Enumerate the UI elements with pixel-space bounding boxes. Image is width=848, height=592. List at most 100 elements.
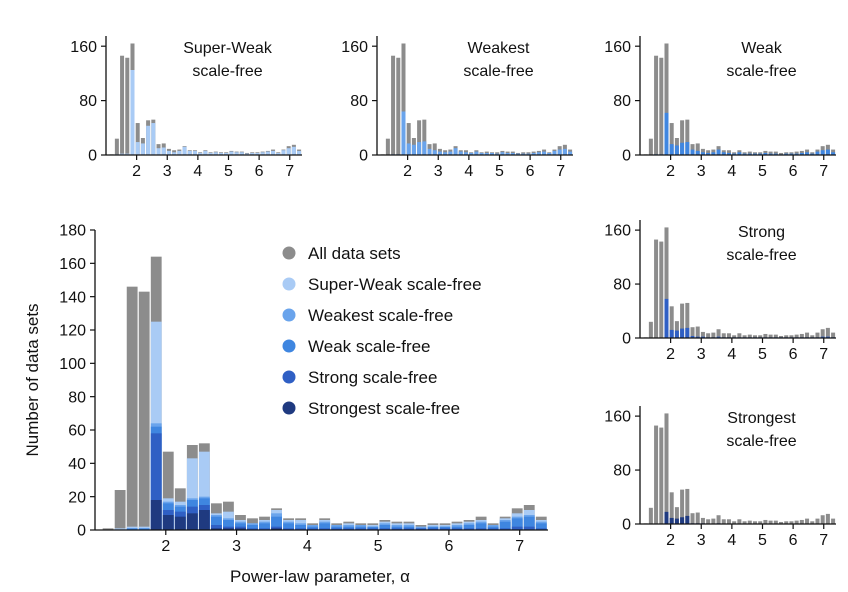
panel-super_weak-y-tick-label: 160 — [70, 39, 97, 56]
panel-weakest-bar-weakest — [443, 152, 448, 155]
main-bar-weak — [259, 523, 270, 530]
panel-strong-bar-strong — [664, 298, 669, 338]
main-bar-strong — [391, 528, 403, 530]
panel-strongest-bar-strongest — [685, 515, 690, 524]
panel-weak-bar-all — [664, 43, 669, 156]
panel-strong-bar-all — [685, 302, 690, 338]
panel-weakest-bar-all — [432, 143, 437, 155]
legend-marker-strongest — [282, 401, 296, 415]
panel-strongest-bar-all — [654, 425, 659, 524]
panel-strong-bar-all — [789, 335, 794, 338]
main-bar-strong — [427, 528, 439, 530]
panel-super_weak-x-tick-label: 7 — [285, 163, 294, 180]
main-bar-strong — [499, 528, 511, 530]
panel-strongest-bar-all — [779, 521, 784, 524]
panel-strong-x-tick-label: 3 — [697, 346, 706, 363]
main-bar-strong — [511, 526, 523, 530]
main-bar-all — [126, 286, 138, 530]
panel-weak-x-tick-label: 5 — [758, 163, 767, 180]
main-bar-strongest — [271, 528, 282, 530]
panel-weakest-bar-weakest — [484, 152, 489, 155]
panel-super_weak-bar-super_weak — [271, 150, 276, 155]
panel-strong-bar-all — [763, 333, 768, 338]
main-x-tick-label: 2 — [161, 538, 170, 555]
panel-strongest-bar-all — [825, 513, 830, 524]
panel-strong-bar-strong — [685, 327, 690, 338]
main-x-tick-label: 5 — [374, 538, 383, 555]
panel-super_weak-x-tick-label: 2 — [132, 163, 141, 180]
panel-weakest-bar-weakest — [552, 150, 557, 155]
panel-super_weak-bar-super_weak — [203, 150, 208, 155]
main-bar-strongest — [235, 528, 246, 530]
panel-weak-bar-all — [669, 123, 674, 155]
main-bar-super_weak — [114, 528, 126, 530]
legend-marker-weakest — [282, 308, 296, 322]
panel-super_weak-bar-super_weak — [177, 150, 182, 155]
panel-strongest-x-tick-label: 5 — [758, 532, 767, 549]
panel-strong-bar-strong — [700, 336, 705, 338]
main-bar-weak — [379, 525, 391, 530]
panel-strongest-bar-all — [742, 521, 747, 524]
panel-weak: 0 80 160 2 3 4 5 6 7 Weak scale-free — [604, 36, 836, 180]
panel-super_weak-bar-super_weak — [239, 152, 244, 155]
main-bar-strong — [210, 525, 222, 530]
panel-super_weak-bar-super_weak — [234, 152, 239, 155]
panel-title: Super-Weak — [183, 40, 273, 57]
panel-strongest-bar-all — [752, 521, 757, 524]
panel-strongest-bar-all — [706, 519, 711, 524]
panel-super_weak-bar-super_weak — [120, 153, 125, 155]
panel-super_weak-bar-super_weak — [297, 150, 302, 155]
panel-strongest-bar-all — [659, 427, 664, 524]
panel-strong-bar-all — [726, 333, 731, 338]
main-bar-all — [138, 291, 150, 530]
panel-weakest-bar-all — [401, 43, 406, 156]
panel-super_weak-bar-super_weak — [291, 146, 296, 155]
panel-strongest-y-tick-label: 160 — [604, 409, 631, 426]
panel-weak-bar-weak — [726, 152, 731, 155]
panel-weak-bar-all — [799, 150, 804, 155]
main-bar-weak — [247, 525, 258, 530]
panel-super_weak-bar-super_weak — [156, 148, 161, 155]
panel-strong-bar-all — [784, 335, 789, 338]
panel-super_weak-bar-super_weak — [146, 125, 151, 155]
main-y-tick-label: 80 — [68, 389, 86, 406]
main-bar-all — [162, 451, 174, 530]
panel-strong-bar-all — [648, 321, 653, 338]
panel-strong-bar-all — [799, 333, 804, 338]
panel-weak-bar-weak — [737, 152, 742, 155]
panel-strongest-bar-all — [805, 518, 810, 524]
panel-weakest-bar-weakest — [406, 143, 411, 155]
panel-weakest-bar-weakest — [516, 153, 521, 155]
panel-strong-y-tick-label: 80 — [613, 277, 631, 294]
panel-strong-bar-all — [810, 335, 815, 338]
panel-weakest-bar-weakest — [547, 152, 552, 155]
panel-weak-bar-weak — [810, 153, 815, 155]
panel-super_weak-bar-super_weak — [218, 152, 223, 155]
legend-label-super_weak: Super-Weak scale-free — [308, 275, 482, 294]
main-bar-strong — [331, 528, 343, 530]
panel-weak-bar-weak — [794, 153, 799, 155]
panel-weak-y-tick-label: 80 — [613, 93, 631, 110]
panel-weakest: 0 80 160 2 3 4 5 6 7 Weakest scale-free — [341, 36, 573, 180]
panel-weak-bar-weak — [669, 144, 674, 155]
panel-title: scale-free — [463, 63, 533, 80]
panel-strong-x-tick-label: 5 — [758, 346, 767, 363]
panel-super_weak-bar-super_weak — [198, 152, 203, 155]
panel-weak-bar-weak — [732, 153, 737, 155]
panel-strong-bar-all — [768, 334, 773, 338]
panel-weak-x-tick-label: 7 — [819, 163, 828, 180]
panel-strong-bar-strong — [716, 336, 721, 338]
panel-strongest-x-tick-label: 4 — [727, 532, 736, 549]
panel-strong-bar-all — [690, 327, 695, 338]
panel-super-weak: 0 80 160 2 3 4 5 6 7 Super-Weak scale-free — [70, 36, 302, 180]
panel-weakest-bar-weakest — [411, 144, 416, 155]
main-legend: All data sets Super-Weak scale-free Weakes… — [282, 244, 482, 418]
main-bar-weak — [210, 516, 222, 530]
panel-weak-bar-all — [726, 150, 731, 155]
main-bar-strongest — [198, 510, 210, 530]
panel-weakest-bar-all — [422, 119, 427, 155]
legend-marker-strong — [282, 370, 296, 384]
main-bar-strong — [535, 528, 547, 530]
main-bar-strong — [283, 528, 295, 530]
panel-super_weak-x-tick-label: 6 — [255, 163, 264, 180]
